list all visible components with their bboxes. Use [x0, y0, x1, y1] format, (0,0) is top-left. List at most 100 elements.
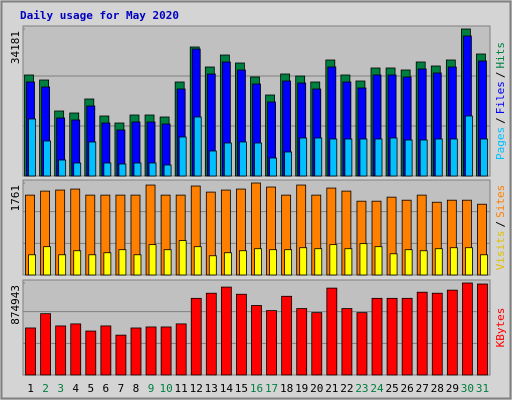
legend-entry: Files — [494, 81, 507, 114]
bar — [299, 137, 308, 177]
bar — [239, 250, 247, 276]
bar — [374, 246, 383, 276]
bar — [401, 297, 413, 376]
bar — [356, 312, 368, 376]
x-tick-label: 13 — [205, 382, 218, 395]
bar — [462, 282, 473, 376]
bar — [118, 249, 127, 276]
bar — [148, 244, 157, 276]
x-tick-label: 9 — [148, 382, 155, 395]
legend: Visits / Sites — [494, 185, 507, 271]
legend-entry: KBytes — [494, 308, 507, 348]
x-tick-label: 3 — [57, 382, 64, 395]
bar — [386, 297, 398, 376]
bar — [40, 313, 51, 376]
x-tick-label: 17 — [265, 382, 278, 395]
x-tick-label: 24 — [370, 382, 384, 395]
bar — [88, 254, 97, 276]
bar — [55, 325, 67, 376]
bar — [70, 323, 82, 376]
bar — [88, 141, 97, 177]
bar — [175, 323, 187, 376]
x-tick-label: 20 — [310, 382, 323, 395]
bar — [314, 248, 323, 276]
bar — [477, 283, 488, 376]
legend-entry: Visits — [494, 231, 507, 271]
legend-entry: Pages — [494, 127, 507, 160]
bar — [434, 248, 443, 276]
x-tick-label: 10 — [159, 382, 172, 395]
bar — [190, 297, 202, 376]
bar — [163, 164, 172, 177]
bar — [43, 140, 51, 177]
bar — [148, 162, 157, 177]
bar — [419, 139, 428, 177]
bar — [371, 297, 383, 376]
x-tick-label: 27 — [416, 382, 429, 395]
bar — [299, 247, 308, 276]
bar — [178, 240, 187, 276]
bar — [266, 310, 277, 376]
bar — [118, 163, 127, 177]
y-tick-label: 1761 — [9, 185, 22, 212]
bar — [341, 308, 353, 376]
bar — [220, 286, 232, 376]
x-tick-label: 8 — [133, 382, 140, 395]
bar — [404, 249, 413, 276]
legend: KBytes — [494, 308, 507, 348]
bar — [205, 292, 217, 376]
legend-entry: Sites — [494, 185, 507, 218]
x-tick-label: 26 — [401, 382, 414, 395]
legend-separator: / — [494, 72, 507, 79]
bar — [480, 138, 488, 177]
bar — [465, 115, 473, 177]
x-tick-label: 11 — [175, 382, 188, 395]
x-tick-label: 18 — [280, 382, 293, 395]
x-tick-label: 15 — [235, 382, 248, 395]
x-tick-label: 6 — [103, 382, 110, 395]
bar — [314, 137, 323, 177]
x-tick-label: 16 — [250, 382, 263, 395]
bar — [269, 157, 277, 177]
bar — [223, 252, 232, 276]
bar — [284, 151, 293, 177]
x-tick-label: 23 — [355, 382, 368, 395]
x-tick-label: 25 — [385, 382, 398, 395]
bar — [239, 141, 247, 177]
bar — [73, 250, 82, 276]
bar — [404, 139, 413, 177]
bar — [133, 254, 142, 276]
bar — [103, 162, 112, 177]
bar — [103, 252, 112, 276]
x-tick-label: 2 — [42, 382, 49, 395]
bar — [193, 116, 202, 177]
y-tick-label: 34181 — [9, 31, 22, 64]
x-tick-label: 19 — [295, 382, 308, 395]
bar — [389, 137, 398, 177]
bar — [449, 247, 458, 276]
bar — [374, 138, 383, 177]
bar — [115, 334, 127, 376]
bar — [193, 246, 202, 276]
x-tick-label: 30 — [461, 382, 474, 395]
bar — [281, 295, 293, 376]
bar — [208, 150, 217, 177]
bar — [431, 292, 443, 376]
bar — [465, 247, 473, 276]
bar — [133, 162, 142, 177]
x-tick-label: 7 — [118, 382, 125, 395]
bar — [58, 254, 67, 276]
bar — [359, 138, 368, 177]
x-tick-label: 5 — [87, 382, 94, 395]
bar — [254, 248, 262, 276]
bar — [58, 159, 67, 177]
legend-separator: / — [494, 117, 507, 124]
x-tick-label: 29 — [446, 382, 459, 395]
bar — [416, 291, 428, 376]
legend: Pages / Files / Hits — [494, 42, 507, 160]
bar — [28, 254, 36, 276]
bar — [178, 136, 187, 177]
bar — [449, 138, 458, 177]
bar — [329, 244, 338, 276]
